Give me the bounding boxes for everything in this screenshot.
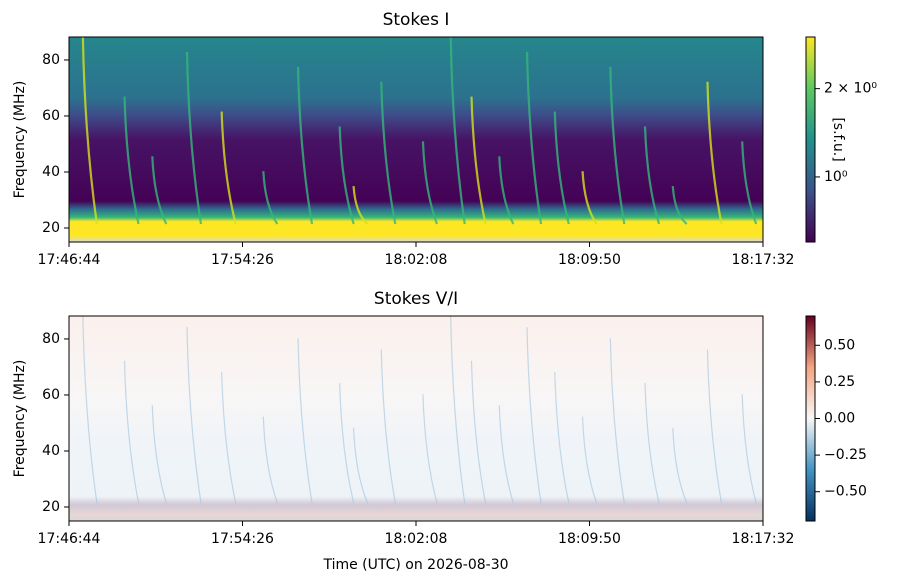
burst: [421, 141, 438, 225]
colorbar-tick-label: −0.25: [824, 447, 867, 463]
burst: [609, 338, 625, 504]
x-tick-label: 18:02:08: [385, 252, 448, 268]
burst: [380, 81, 397, 225]
burst: [422, 394, 438, 504]
colorbar-tick-label: −0.50: [824, 484, 867, 500]
x-tick-label: 17:54:26: [211, 252, 274, 268]
x-axis-label: Time (UTC) on 2026-08-30: [322, 557, 508, 573]
burst: [672, 427, 688, 504]
burst: [643, 126, 661, 225]
y-tick-label: 80: [42, 331, 60, 347]
burst: [525, 51, 543, 225]
burst: [644, 383, 660, 504]
y-tick-label: 20: [42, 220, 60, 236]
burst: [498, 405, 514, 504]
x-tick-label: 17:46:44: [38, 531, 101, 547]
x-tick-label: 17:54:26: [211, 531, 274, 547]
burst: [470, 360, 487, 504]
burst: [553, 111, 570, 225]
burst: [81, 36, 98, 225]
y-axis-label: Frequency (MHz): [12, 81, 28, 199]
colorbar-label: [s.f.u.]: [830, 117, 846, 161]
y-tick-label: 40: [42, 164, 60, 180]
burst: [470, 96, 487, 225]
y-axis-label: Frequency (MHz): [12, 360, 28, 478]
colorbar: [805, 315, 816, 522]
burst: [706, 349, 723, 504]
burst: [581, 416, 598, 504]
x-tick-label: 17:46:44: [38, 252, 101, 268]
burst: [380, 349, 396, 504]
burst: [296, 66, 314, 225]
burst: [581, 171, 598, 225]
burst: [450, 315, 466, 504]
colorbar: [805, 36, 816, 243]
burst: [609, 66, 626, 225]
x-tick-label: 18:09:50: [558, 252, 621, 268]
colorbar-tick-label: 0.00: [824, 411, 855, 427]
burst: [706, 81, 723, 225]
x-tick-label: 18:02:08: [385, 531, 448, 547]
burst: [82, 315, 98, 504]
panel-title: Stokes V/I: [374, 289, 458, 309]
colorbar-tick-label: 10⁰: [824, 169, 848, 185]
y-tick-label: 40: [42, 443, 60, 459]
burst: [449, 36, 466, 225]
colorbar-tick-label: 0.25: [824, 374, 855, 390]
y-tick-label: 80: [42, 52, 60, 68]
y-tick-label: 20: [42, 499, 60, 515]
burst: [671, 186, 688, 225]
burst: [339, 383, 355, 504]
spectrogram-image: [69, 37, 763, 242]
burst: [498, 156, 515, 225]
x-tick-label: 18:17:32: [732, 252, 795, 268]
burst: [221, 371, 237, 504]
burst: [262, 416, 278, 504]
burst: [526, 327, 542, 504]
y-tick-label: 60: [42, 108, 60, 124]
burst: [338, 126, 355, 225]
burst: [186, 327, 202, 504]
colorbar-tick-label: 2 × 10⁰: [824, 81, 877, 97]
burst: [352, 186, 369, 225]
burst: [262, 171, 279, 225]
burst: [123, 360, 140, 504]
colorbar-tick-label: 0.50: [824, 337, 855, 353]
burst: [741, 394, 757, 504]
burst: [123, 96, 140, 225]
x-tick-label: 18:09:50: [558, 531, 621, 547]
burst: [352, 427, 369, 504]
burst: [554, 371, 570, 504]
y-tick-label: 60: [42, 387, 60, 403]
burst: [297, 338, 313, 504]
burst: [151, 405, 167, 504]
burst: [220, 111, 237, 225]
burst: [741, 141, 758, 225]
burst: [151, 156, 168, 225]
burst: [185, 51, 203, 225]
panel-title: Stokes I: [383, 10, 450, 30]
x-tick-label: 18:17:32: [732, 531, 795, 547]
spectrogram-image: [69, 316, 763, 521]
